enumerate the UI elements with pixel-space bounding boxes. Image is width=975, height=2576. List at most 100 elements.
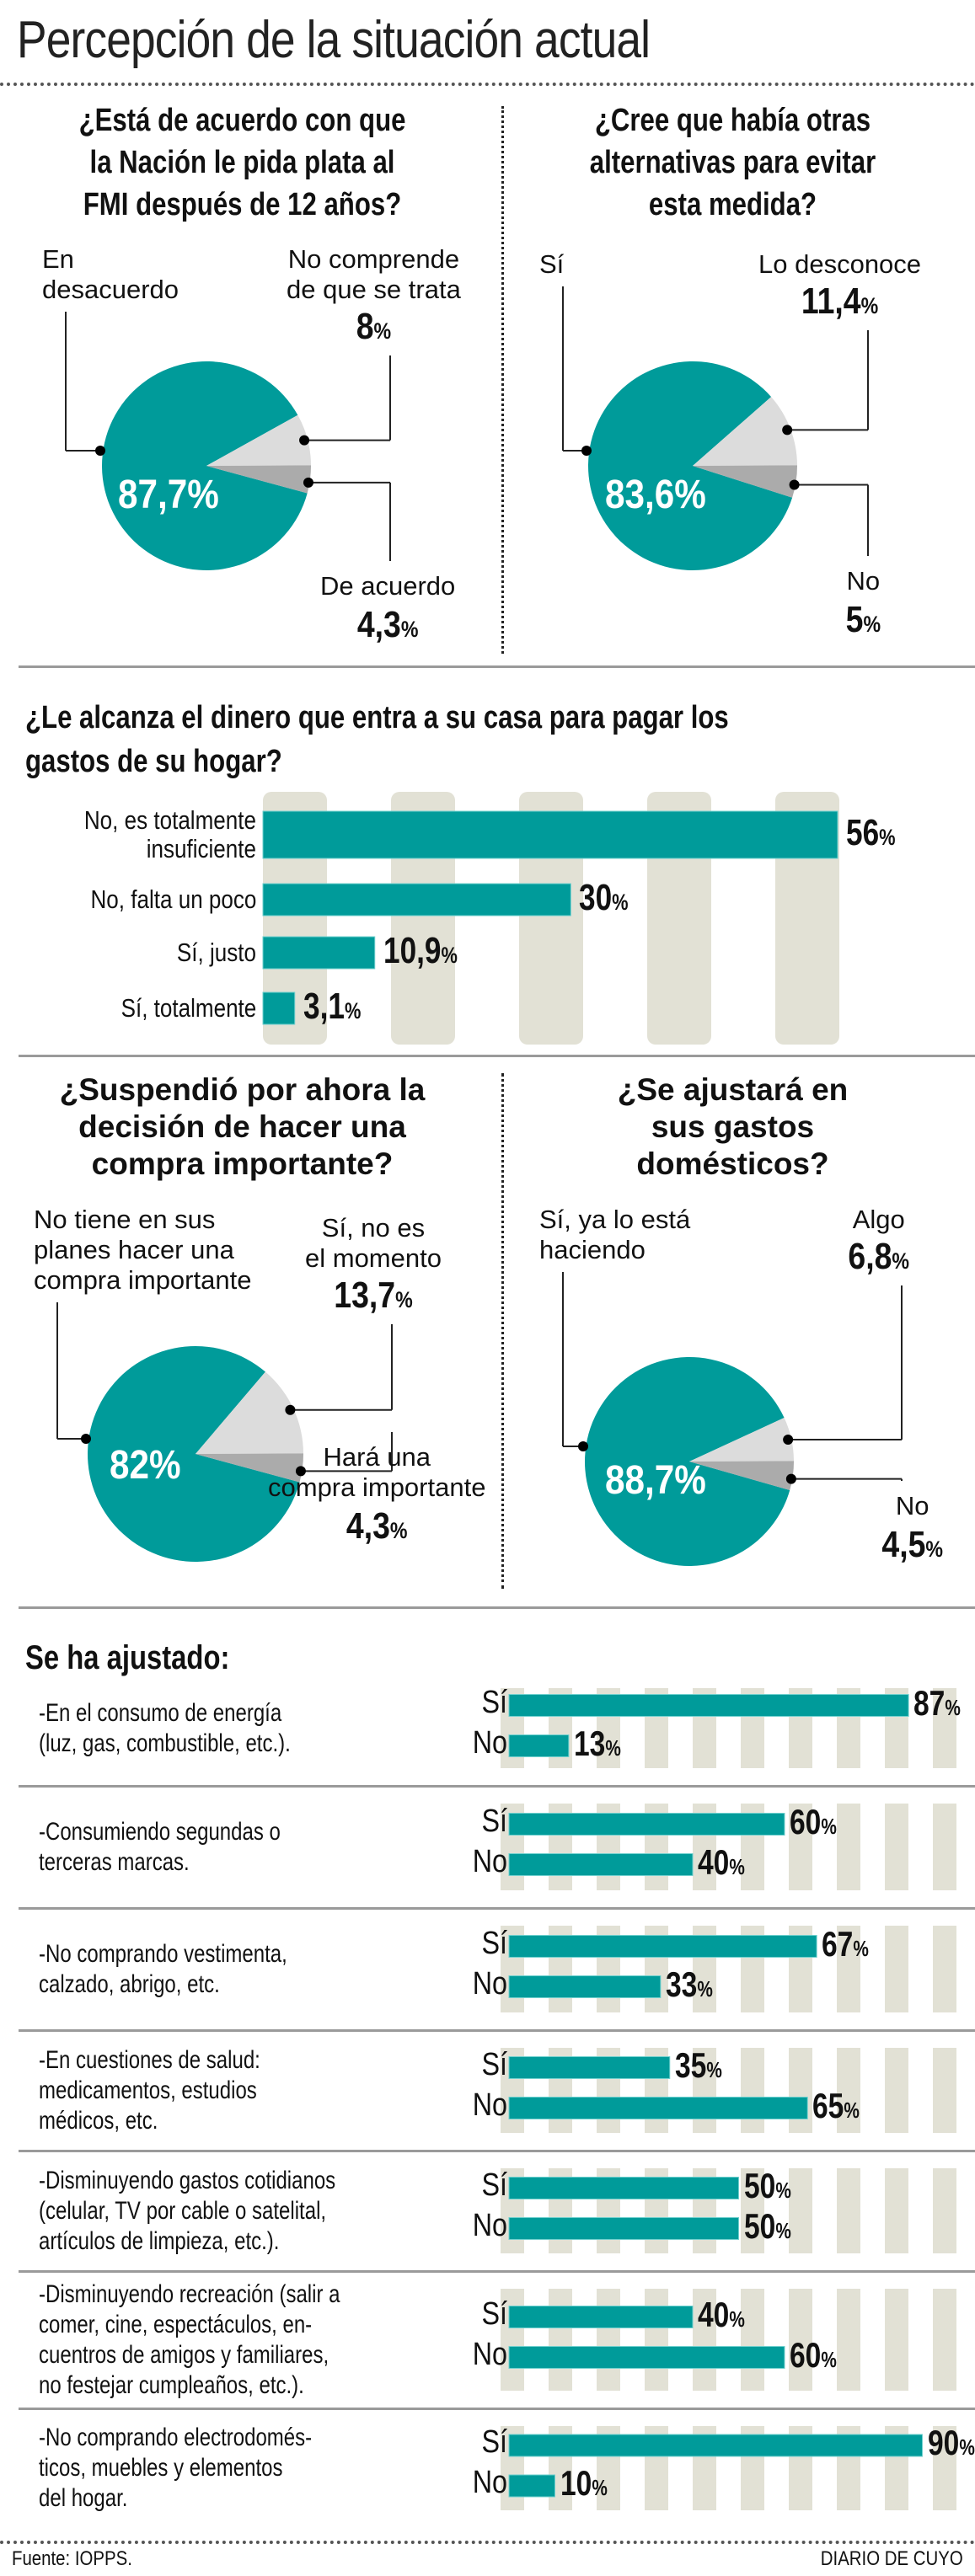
bar-category-line: Sí, justo bbox=[176, 938, 256, 967]
pie-label-secondary: Algo 6,8% bbox=[843, 1205, 914, 1281]
pie-value-secondary: 6,8% bbox=[848, 1237, 909, 1281]
bar-value-label: 40% bbox=[698, 2295, 745, 2335]
bar-value-label: 67% bbox=[822, 1924, 869, 1964]
connector-dot bbox=[789, 479, 800, 490]
pie-label-line: de que se trata bbox=[287, 275, 461, 304]
bar-value-label: 56% bbox=[846, 812, 896, 854]
bar-value-label: 40% bbox=[698, 1842, 745, 1883]
series-label-no: No bbox=[472, 2336, 507, 2372]
connector-dot bbox=[581, 446, 592, 456]
question-title-line: la Nación le pida plata al bbox=[89, 145, 395, 180]
pie-value-tertiary-number: 5 bbox=[845, 599, 864, 640]
bar-value-label-number: 50 bbox=[743, 2165, 775, 2205]
percent-sign: % bbox=[395, 1286, 413, 1312]
question-title: ¿Está de acuerdo con que la Nación le pid… bbox=[0, 99, 485, 226]
question-title-line: sus gastos bbox=[651, 1109, 815, 1144]
group-divider bbox=[19, 2408, 975, 2410]
bar-value-label-number: 50 bbox=[743, 2205, 775, 2246]
series-label-si: Sí bbox=[481, 1925, 507, 1961]
bar-value-label-number: 60 bbox=[790, 1801, 822, 1841]
bar-no bbox=[508, 1734, 570, 1757]
grid-stripe bbox=[885, 1926, 908, 2012]
series-label-si: Sí bbox=[481, 1803, 507, 1839]
connector-dot bbox=[785, 1473, 796, 1484]
grid-stripe bbox=[837, 1926, 860, 2012]
grid-stripe bbox=[933, 2426, 956, 2510]
group-label-line: -Disminuyendo recreación (salir a bbox=[39, 2279, 340, 2308]
pie-main-value: 83,6% bbox=[605, 472, 706, 518]
pie-label-line: En bbox=[42, 244, 74, 274]
grid-stripe bbox=[933, 1688, 956, 1768]
group-divider bbox=[19, 2150, 975, 2152]
percent-sign: % bbox=[853, 1935, 870, 1961]
pie-value-secondary: 11,4% bbox=[770, 281, 908, 326]
pie-value-tertiary: 5% bbox=[846, 600, 881, 644]
connector-dot bbox=[285, 1404, 296, 1415]
question-title-line: ¿Suspendió por ahora la bbox=[59, 1072, 426, 1107]
pie-value-tertiary: 4,5% bbox=[881, 1525, 943, 1569]
percent-sign: % bbox=[774, 2217, 791, 2243]
grid-stripe bbox=[693, 2289, 716, 2391]
percent-sign: % bbox=[441, 942, 458, 968]
pie-main-value-number: 88,7 bbox=[605, 1458, 675, 1503]
group-label-line: no festejar cumpleaños, etc.). bbox=[39, 2370, 304, 2399]
group-divider bbox=[19, 1785, 975, 1788]
bar-value-label-number: 10,9 bbox=[383, 930, 442, 971]
page-title: Percepción de la situación actual bbox=[17, 11, 651, 69]
series-label-no: No bbox=[472, 2465, 507, 2500]
group-label: -No comprando vestimenta, calzado, abrigo… bbox=[39, 1939, 350, 2000]
bar-si bbox=[508, 2056, 671, 2079]
grid-stripe bbox=[741, 2168, 764, 2253]
question-title-line: domésticos? bbox=[636, 1146, 829, 1181]
question-title-line: gastos de su hogar? bbox=[25, 744, 282, 779]
bar-value-label: 35% bbox=[675, 2045, 722, 2086]
series-label-si: Sí bbox=[481, 2295, 507, 2332]
pie-label-main: No tiene en sus planes hacer una compra im… bbox=[34, 1205, 251, 1296]
bar-value-label: 3,1% bbox=[303, 986, 361, 1028]
bar-category-label: No, es totalmente insuficiente bbox=[51, 806, 256, 863]
grid-stripe bbox=[837, 2048, 860, 2133]
percent-sign: % bbox=[187, 473, 219, 517]
title-divider bbox=[0, 83, 975, 86]
series-label-si: Sí bbox=[481, 2046, 507, 2082]
grid-stripe bbox=[789, 1804, 812, 1890]
bar bbox=[262, 936, 376, 970]
percent-sign: % bbox=[945, 1694, 962, 1720]
grid-stripe bbox=[789, 2048, 812, 2133]
group-label-line: -En cuestiones de salud: bbox=[39, 2045, 260, 2074]
bar-category-label: No, falta un poco bbox=[59, 885, 256, 914]
series-label-no: No bbox=[472, 1843, 507, 1879]
pie-label-line: Algo bbox=[852, 1205, 905, 1234]
percent-sign: % bbox=[344, 997, 362, 1023]
bar-value-label: 33% bbox=[666, 1964, 713, 2005]
bar-category-label: Sí, justo bbox=[162, 938, 256, 967]
question-title-line: esta medida? bbox=[648, 187, 817, 222]
grid-stripe bbox=[789, 2168, 812, 2253]
connector-dot bbox=[578, 1441, 588, 1451]
group-label: -En el consumo de energía (luz, gas, comb… bbox=[39, 1698, 353, 1759]
grid-stripe bbox=[933, 2289, 956, 2391]
pie-value-tertiary-number: 4,3 bbox=[356, 604, 401, 645]
percent-sign: % bbox=[612, 889, 629, 915]
pie-label-line: Sí, no es bbox=[321, 1213, 426, 1243]
footer-divider bbox=[0, 2541, 975, 2544]
percent-sign: % bbox=[860, 292, 879, 318]
question-title: ¿Se ajustará en sus gastos domésticos? bbox=[490, 1072, 975, 1183]
question-title-line: ¿Cree que había otras bbox=[594, 103, 871, 138]
percent-sign: % bbox=[844, 2097, 860, 2123]
bar-value-label-number: 87 bbox=[913, 1682, 946, 1723]
pie-slice-main bbox=[585, 1357, 790, 1566]
pie-label-line: No bbox=[895, 1491, 929, 1520]
pie-main-value-number: 87,7 bbox=[118, 473, 188, 517]
question-title: ¿Le alcanza el dinero que entra a su cas… bbox=[25, 696, 883, 783]
pie-label-secondary: Lo desconoce 11,4% bbox=[758, 249, 921, 326]
bar-value-label: 87% bbox=[913, 1683, 961, 1724]
bar-no bbox=[508, 2097, 808, 2119]
percent-sign: % bbox=[706, 2056, 722, 2082]
group-label-line: -En el consumo de energía bbox=[39, 1698, 282, 1727]
bar-si bbox=[508, 1813, 785, 1836]
pie-slice-secondary bbox=[196, 1371, 303, 1454]
percent-sign: % bbox=[821, 1813, 837, 1839]
pie-value-secondary-number: 11,4 bbox=[801, 281, 861, 322]
group-label-line: (celular, TV por cable o satelital, bbox=[39, 2196, 327, 2225]
